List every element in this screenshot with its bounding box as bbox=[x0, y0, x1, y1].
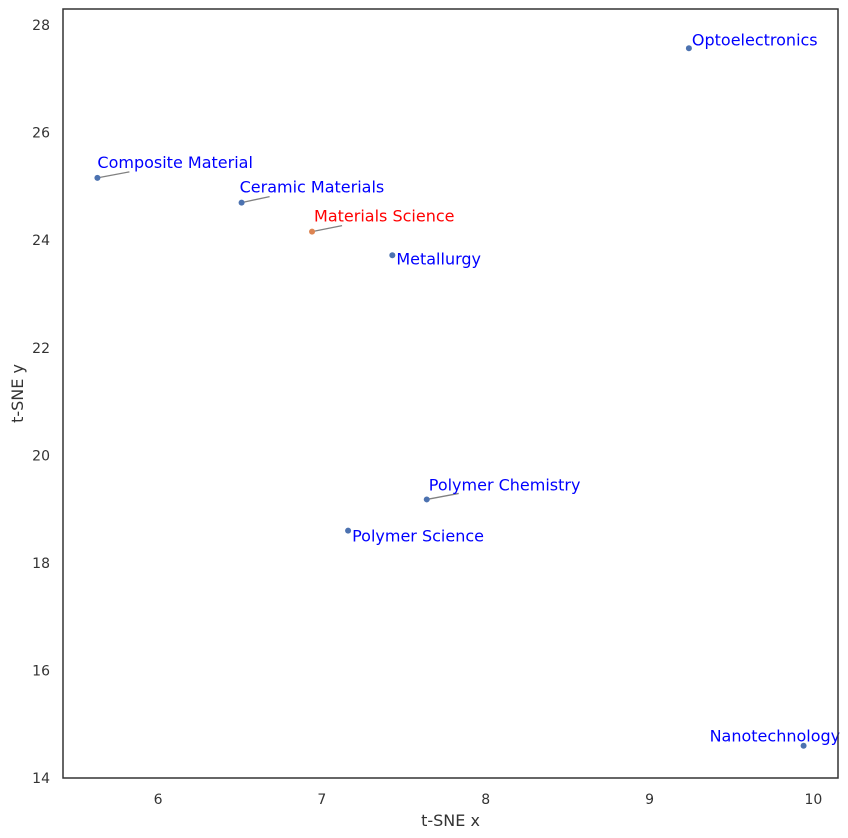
data-point bbox=[389, 252, 396, 259]
y-tick-label: 22 bbox=[32, 341, 50, 357]
x-tick-label: 7 bbox=[317, 792, 326, 808]
y-tick-label: 24 bbox=[32, 233, 50, 249]
x-tick-label: 10 bbox=[805, 792, 823, 808]
x-tick-label: 8 bbox=[481, 792, 490, 808]
x-tick-label: 9 bbox=[645, 792, 654, 808]
data-point-group: Nanotechnology bbox=[710, 727, 841, 749]
x-tick-label: 6 bbox=[154, 792, 163, 808]
data-point bbox=[309, 228, 316, 235]
leader-line bbox=[426, 492, 459, 501]
data-point-label: Composite Material bbox=[97, 153, 252, 172]
data-point-group: Materials Science bbox=[309, 207, 455, 235]
data-point bbox=[94, 174, 101, 181]
data-point-group: Ceramic Materials bbox=[238, 178, 385, 206]
plot-area: Optoelectronics Composite Material Ceramic… bbox=[94, 30, 841, 749]
x-axis: 6 7 8 9 10 bbox=[154, 792, 823, 808]
y-tick-label: 20 bbox=[32, 448, 50, 464]
y-tick-label: 18 bbox=[32, 556, 50, 572]
leader-line bbox=[97, 171, 130, 179]
data-point-label: Optoelectronics bbox=[692, 30, 818, 49]
data-point-group: Optoelectronics bbox=[685, 30, 818, 52]
data-point-group: Metallurgy bbox=[389, 249, 481, 268]
data-point-label: Metallurgy bbox=[396, 249, 481, 268]
data-point bbox=[423, 496, 430, 503]
y-axis: 14 16 18 20 22 24 26 28 bbox=[32, 18, 50, 787]
leader-line bbox=[241, 195, 270, 204]
data-point-label: Polymer Science bbox=[352, 527, 484, 546]
y-tick-label: 16 bbox=[32, 663, 50, 679]
data-point bbox=[685, 45, 692, 52]
data-point-label: Polymer Chemistry bbox=[429, 475, 581, 494]
plot-frame bbox=[62, 8, 839, 779]
data-point-group: Polymer Science bbox=[345, 527, 484, 546]
data-point bbox=[800, 742, 807, 749]
leader-line bbox=[311, 224, 343, 233]
y-tick-label: 14 bbox=[32, 771, 50, 787]
y-tick-label: 28 bbox=[32, 18, 50, 34]
data-point-group: Polymer Chemistry bbox=[423, 475, 581, 503]
x-axis-label: t-SNE x bbox=[421, 811, 480, 830]
data-point-label: Ceramic Materials bbox=[240, 178, 385, 197]
y-tick-label: 26 bbox=[32, 126, 50, 142]
data-point bbox=[238, 199, 245, 206]
data-point-label: Nanotechnology bbox=[710, 727, 841, 746]
y-axis-label: t-SNE y bbox=[8, 364, 27, 423]
data-point-label: Materials Science bbox=[314, 207, 454, 226]
data-point bbox=[345, 527, 352, 534]
data-point-group: Composite Material bbox=[94, 153, 253, 181]
